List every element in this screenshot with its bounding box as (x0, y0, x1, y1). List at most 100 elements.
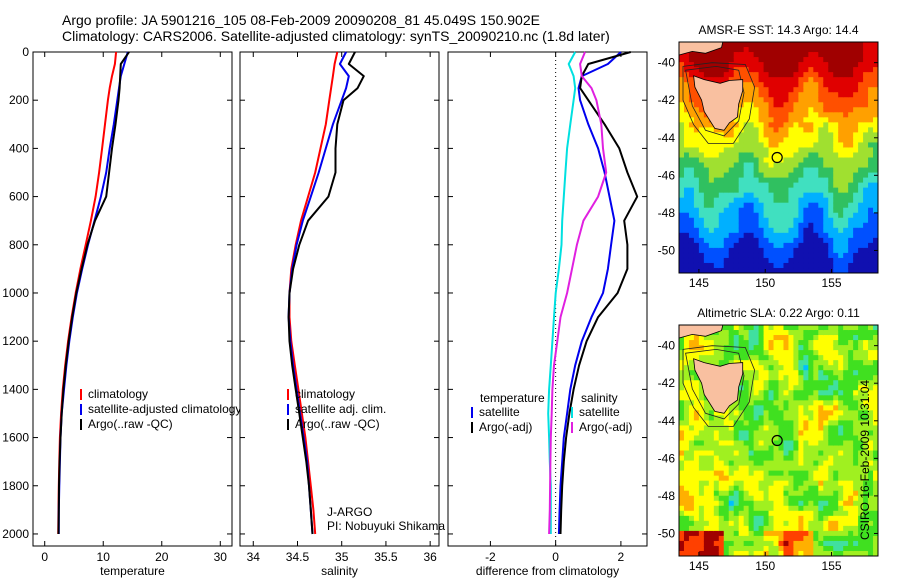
heat-cell (773, 370, 780, 376)
heat-cell (718, 545, 725, 552)
heat-cell (698, 122, 705, 128)
heat-cell (858, 57, 864, 63)
heat-cell (708, 550, 715, 556)
heat-cell (743, 415, 750, 422)
heat-cell (808, 122, 814, 128)
x-tick-label: 150 (755, 559, 775, 573)
heat-cell (758, 227, 765, 234)
heat-cell (693, 227, 700, 234)
heat-cell (833, 52, 839, 58)
heat-cell (833, 182, 839, 189)
heat-cell (783, 340, 790, 346)
heat-cell (833, 495, 839, 502)
heat-cell (818, 147, 824, 154)
heat-cell (728, 490, 735, 497)
heat-cell (733, 515, 740, 522)
heat-cell (853, 480, 859, 487)
heat-cell (823, 127, 829, 133)
heat-cell (793, 420, 799, 427)
heat-cell (833, 355, 839, 361)
heat-cell (753, 107, 760, 113)
heat-cell (803, 545, 809, 552)
heat-cell (693, 247, 700, 254)
heat-cell (743, 212, 750, 219)
heat-cell (823, 455, 829, 462)
heat-cell (679, 400, 685, 406)
heat-cell (853, 510, 859, 517)
heat-cell (758, 232, 765, 239)
heat-cell (813, 545, 819, 552)
heat-cell (718, 157, 725, 164)
heat-cell (793, 485, 799, 492)
heat-cell (798, 500, 804, 507)
heat-cell (843, 107, 849, 113)
heat-cell (823, 365, 829, 371)
heat-cell (823, 82, 829, 88)
heat-cell (788, 112, 795, 118)
heat-cell (808, 355, 814, 361)
heat-cell (838, 167, 844, 174)
heat-cell (798, 475, 804, 482)
heat-cell (873, 142, 878, 149)
heat-cell (853, 340, 859, 346)
heat-cell (813, 380, 819, 386)
heat-cell (683, 485, 690, 492)
heat-cell (713, 192, 720, 199)
heat-cell (733, 217, 740, 224)
heat-cell (683, 132, 690, 139)
heat-cell (723, 72, 730, 78)
heat-cell (808, 232, 814, 239)
heat-cell (773, 510, 780, 517)
heat-cell (798, 465, 804, 472)
heat-cell (713, 132, 720, 139)
heat-cell (758, 187, 765, 194)
heat-cell (679, 112, 685, 118)
heat-cell (763, 385, 770, 391)
y-tick-label: -46 (658, 451, 676, 465)
heat-cell (868, 550, 874, 556)
heat-cell (778, 550, 785, 556)
heat-cell (798, 365, 804, 371)
heat-cell (738, 247, 745, 254)
heat-cell (793, 242, 799, 249)
mainland-coast (679, 325, 724, 339)
heat-cell (793, 355, 799, 361)
heat-cell (783, 360, 790, 366)
heat-cell (748, 445, 755, 452)
heat-cell (688, 535, 695, 542)
heat-cell (683, 535, 690, 542)
heat-cell (793, 505, 799, 512)
heat-cell (738, 515, 745, 522)
heat-cell (713, 247, 720, 254)
heat-cell (723, 330, 730, 336)
heat-cell (708, 247, 715, 254)
heat-cell (738, 435, 745, 442)
heat-cell (683, 480, 690, 487)
heat-cell (808, 202, 814, 209)
heat-cell (778, 525, 785, 532)
heat-cell (768, 490, 775, 497)
heat-cell (693, 142, 700, 149)
heat-cell (833, 212, 839, 219)
heat-cell (679, 335, 685, 341)
heat-cell (788, 535, 795, 542)
heat-cell (783, 385, 790, 391)
heat-cell (828, 97, 834, 103)
heat-cell (863, 460, 869, 467)
heat-cell (858, 485, 864, 492)
heat-cell (773, 112, 780, 118)
heat-cell (713, 530, 720, 537)
heat-cell (818, 52, 824, 58)
heat-cell (778, 102, 785, 108)
heat-cell (808, 157, 814, 164)
heat-cell (783, 475, 790, 482)
heat-cell (793, 92, 799, 98)
heat-cell (768, 535, 775, 542)
heat-cell (798, 520, 804, 527)
heat-cell (768, 117, 775, 123)
heat-cell (773, 122, 780, 128)
heat-cell (823, 405, 829, 411)
legend-label: Argo(..raw -QC) (295, 417, 380, 431)
heat-cell (738, 470, 745, 477)
heat-cell (788, 540, 795, 547)
